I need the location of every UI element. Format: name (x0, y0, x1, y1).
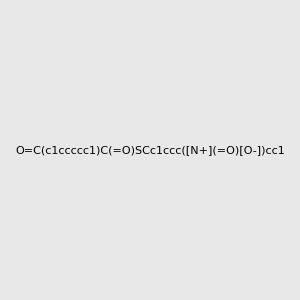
Text: O=C(c1ccccc1)C(=O)SCc1ccc([N+](=O)[O-])cc1: O=C(c1ccccc1)C(=O)SCc1ccc([N+](=O)[O-])c… (15, 145, 285, 155)
